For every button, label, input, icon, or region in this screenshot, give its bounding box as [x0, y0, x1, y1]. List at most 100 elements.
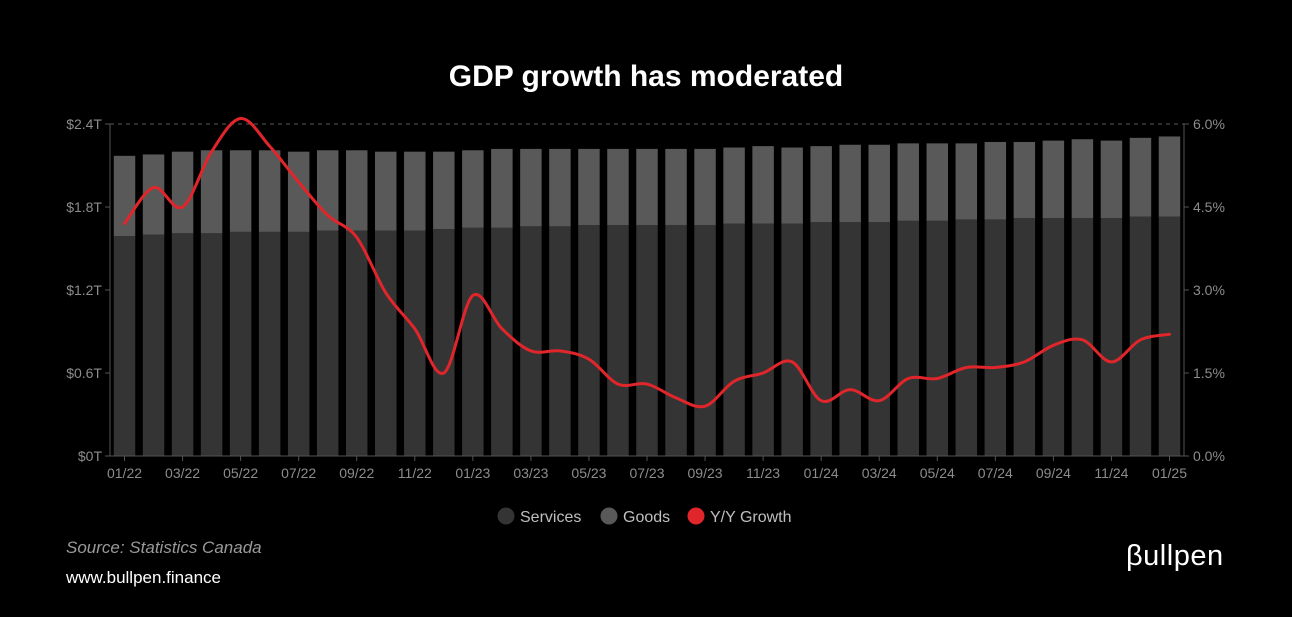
- x-tick-label: 03/23: [513, 465, 548, 481]
- legend-label: Goods: [623, 509, 670, 526]
- bar-goods: [1129, 137, 1152, 217]
- legend-swatch: [497, 507, 515, 525]
- bar-goods: [839, 144, 861, 223]
- bullpen-logo: βullpen: [1126, 540, 1224, 572]
- bar-goods: [1071, 139, 1094, 219]
- bar-services: [752, 223, 774, 456]
- x-tick-label: 03/22: [165, 465, 200, 481]
- website-url: www.bullpen.finance: [66, 568, 221, 587]
- bar-services: [1042, 218, 1065, 456]
- x-tick-label: 07/23: [629, 465, 664, 481]
- bar-goods: [345, 150, 368, 231]
- bar-goods: [781, 147, 803, 224]
- bar-services: [984, 219, 1007, 456]
- bar-goods: [287, 151, 310, 232]
- bar-services: [171, 233, 194, 456]
- bar-goods: [578, 148, 600, 225]
- bar-services: [375, 230, 397, 456]
- x-tick-label: 05/24: [920, 465, 955, 481]
- bar-goods: [810, 146, 832, 223]
- x-tick-label: 01/24: [804, 465, 839, 481]
- x-tick-label: 07/24: [978, 465, 1013, 481]
- x-tick-label: 11/22: [398, 465, 432, 481]
- y-right-tick-label: 6.0%: [1193, 116, 1225, 132]
- bar-goods: [462, 150, 484, 228]
- bar-services: [229, 231, 252, 456]
- bar-services: [1100, 218, 1123, 456]
- x-tick-label: 09/22: [339, 465, 374, 481]
- bar-services: [868, 222, 890, 456]
- bar-goods: [229, 150, 252, 232]
- bar-services: [520, 226, 542, 456]
- bar-services: [926, 220, 949, 456]
- y-right-tick-label: 3.0%: [1193, 282, 1225, 298]
- bar-goods: [1042, 140, 1065, 219]
- bar-goods: [897, 143, 919, 221]
- y-left-tick-label: $1.8T: [66, 199, 102, 215]
- bar-services: [636, 224, 658, 456]
- bar-goods: [1158, 136, 1181, 217]
- bar-goods: [404, 151, 426, 231]
- bar-goods: [694, 148, 716, 225]
- source-note: Source: Statistics Canada: [66, 538, 262, 557]
- x-tick-label: 01/25: [1152, 465, 1187, 481]
- bar-services: [433, 229, 455, 456]
- bar-goods: [171, 151, 194, 234]
- bar-goods: [636, 148, 658, 225]
- bar-goods: [433, 151, 455, 230]
- bar-goods: [1100, 140, 1123, 219]
- bar-goods: [752, 146, 774, 224]
- bar-services: [810, 222, 832, 456]
- y-left-tick-label: $0.6T: [66, 365, 102, 381]
- bar-goods: [316, 150, 339, 231]
- bar-services: [549, 226, 571, 456]
- bar-services: [607, 224, 629, 456]
- bar-goods: [549, 148, 571, 227]
- bar-goods: [491, 148, 513, 228]
- bar-services: [723, 223, 745, 456]
- bar-goods: [142, 154, 165, 235]
- growth-line: [123, 117, 1171, 409]
- x-tick-label: 05/22: [223, 465, 258, 481]
- bar-services: [200, 233, 223, 456]
- bar-services: [955, 219, 978, 456]
- x-tick-label: 11/24: [1094, 465, 1128, 481]
- bar-services: [781, 223, 803, 456]
- legend-label: Y/Y Growth: [710, 509, 792, 526]
- bar-services: [1129, 216, 1152, 456]
- y-right-tick-label: 1.5%: [1193, 365, 1225, 381]
- bar-goods: [375, 151, 397, 231]
- x-tick-label: 09/23: [688, 465, 723, 481]
- bar-goods: [665, 148, 687, 225]
- plot-area: $0T $0.6T $1.2T $1.8T $2.4T 0.0% 1.5% 3.0% 4.5% 6…: [66, 116, 1225, 481]
- bar-goods: [868, 144, 890, 223]
- bar-services: [694, 224, 716, 456]
- bar-services: [1158, 216, 1181, 456]
- y-left-tick-label: $0T: [78, 448, 103, 464]
- bar-services: [142, 234, 165, 456]
- x-tick-label: 01/22: [107, 465, 142, 481]
- bar-goods: [520, 148, 542, 227]
- legend-swatch: [687, 507, 705, 525]
- legend-swatch: [600, 507, 618, 525]
- bar-goods: [984, 141, 1007, 220]
- y-right-tick-label: 4.5%: [1193, 199, 1225, 215]
- bar-services: [1071, 218, 1094, 456]
- bar-goods: [926, 143, 949, 221]
- x-tick-label: 07/22: [281, 465, 316, 481]
- bar-services: [839, 222, 861, 456]
- x-tick-label: 03/24: [862, 465, 897, 481]
- bar-services: [258, 231, 281, 456]
- y-left-tick-label: $2.4T: [66, 116, 102, 132]
- bar-goods: [1013, 141, 1036, 219]
- bar-services: [345, 230, 368, 456]
- bar-services: [287, 231, 310, 456]
- bar-goods: [200, 150, 223, 234]
- x-tick-label: 05/23: [571, 465, 606, 481]
- bar-services: [491, 227, 513, 456]
- x-tick-label: 11/23: [746, 465, 780, 481]
- y-left-tick-label: $1.2T: [66, 282, 102, 298]
- bar-services: [578, 224, 600, 456]
- chart-title: GDP growth has moderated: [449, 60, 844, 93]
